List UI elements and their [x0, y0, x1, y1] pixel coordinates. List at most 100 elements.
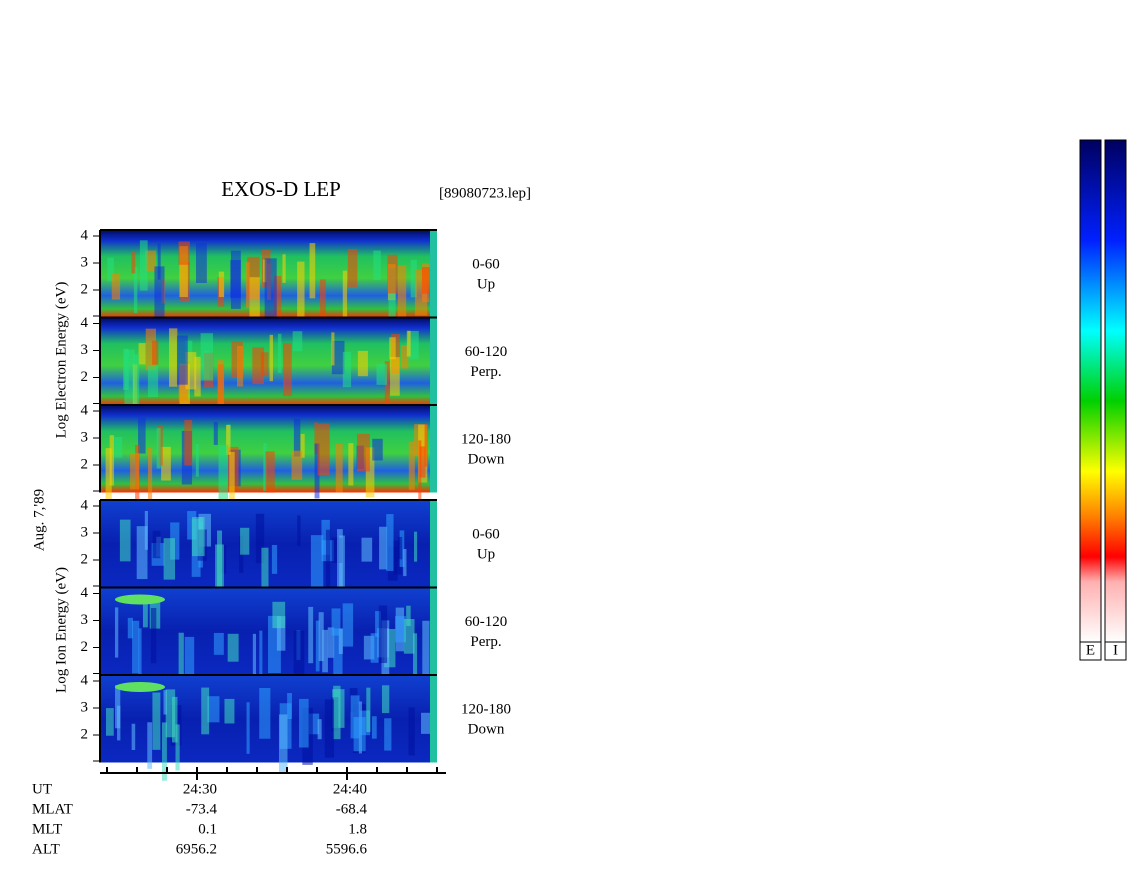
spectrogram-streak [372, 438, 383, 461]
spectrogram-streak [361, 537, 373, 562]
orbit-value: -68.4 [336, 801, 368, 817]
y-tick-label: 2 [81, 551, 89, 567]
spectrogram-streak [107, 257, 114, 282]
spectrogram-streak [187, 511, 197, 540]
spectrogram-streak [156, 428, 161, 469]
spectrogram-streak [408, 707, 415, 756]
electron-axis-label: Log Electron Energy (eV) [53, 282, 69, 439]
spectrogram-streak [376, 364, 387, 385]
spectrogram-streak [105, 708, 114, 736]
spectrogram-streak [407, 330, 419, 360]
spectrogram-streak [226, 425, 231, 455]
spectrogram-streak [314, 422, 318, 455]
colorbar [1079, 139, 1102, 643]
spectrogram-streak [293, 630, 305, 690]
spectrogram-streak [315, 620, 320, 672]
spectrogram-streak [246, 702, 250, 754]
spectrogram-streak [403, 619, 415, 654]
spectrogram-streak [218, 271, 225, 298]
spectrogram-streak [370, 633, 379, 663]
spectrogram-streak [152, 692, 161, 750]
spectrogram-streak [213, 422, 218, 445]
spectrogram-streak [260, 352, 269, 377]
panel-direction: Perp. [470, 364, 501, 380]
spectrogram-streak [325, 529, 331, 588]
spectrogram-streak [147, 447, 153, 500]
colorbar [1104, 139, 1127, 643]
spectrogram-streak [378, 605, 388, 664]
orbit-value: 1.8 [348, 821, 367, 837]
spectrogram-streak [265, 451, 275, 493]
spectrogram-streak [192, 517, 205, 557]
spectrogram-streak [414, 531, 418, 562]
spectrogram-streak [317, 719, 322, 740]
orbit-table: UT 24:30 24:40 MLAT -73.4 -68.4 MLT 0.1 1.8 ALT 69… [32, 781, 368, 857]
spectrogram-streak [331, 608, 341, 636]
spectrogram-streak [132, 620, 140, 674]
panel-range: 0-60 [472, 256, 500, 272]
spectrogram-streak [408, 441, 415, 490]
y-tick-label: 4 [81, 402, 89, 418]
spectrogram-streak [283, 343, 292, 397]
panel-direction: Up [477, 276, 495, 292]
y-tick-label: 3 [81, 699, 89, 715]
spectrogram-streak [419, 446, 426, 478]
spectrogram-streak [421, 712, 432, 734]
spectrogram-streak [138, 343, 146, 365]
spectrogram-streak [178, 241, 190, 265]
spectrogram-streak [333, 628, 343, 675]
spectrogram-streak [277, 333, 282, 374]
spectrogram-streak [161, 446, 171, 481]
orbit-row-name: MLT [32, 821, 62, 837]
spectrogram-streak [218, 445, 229, 502]
spectrogram-streak [133, 267, 138, 314]
spectrogram-streak [322, 629, 328, 673]
spectrogram-streak [393, 540, 402, 575]
spectrogram-streak [157, 243, 161, 280]
spectrogram-streak [195, 443, 199, 477]
spectrogram-streak [201, 687, 210, 735]
spectrogram-streak [152, 340, 159, 365]
spectrogram-streak [249, 277, 260, 326]
spectrogram-streak [359, 710, 371, 736]
spectrogram-streak [184, 636, 195, 676]
spectrogram-streak [327, 627, 335, 658]
y-tick-label: 4 [81, 497, 89, 513]
spectrogram-streak [194, 356, 201, 397]
spectrogram-streak [179, 246, 188, 298]
orbit-row-name: UT [32, 781, 52, 797]
orbit-value: 5596.6 [326, 841, 368, 857]
spectrogram-streak [424, 424, 428, 467]
spectrogram-streak [331, 340, 345, 375]
spectrogram-streak [318, 612, 324, 662]
spectrogram-streak [127, 617, 133, 639]
spectrogram-streak [422, 620, 430, 675]
spectrogram-streak [412, 633, 418, 693]
spectrogram-streak [271, 544, 278, 574]
spectrogram-streak [389, 337, 396, 360]
spectrogram-streak [406, 330, 411, 357]
panel-direction: Perp. [470, 634, 501, 650]
colorbar-label: I [1113, 642, 1118, 658]
y-tick-label: 3 [81, 254, 89, 270]
spectrogram-streak [255, 513, 265, 564]
spectrogram-streak [115, 685, 121, 729]
spectrogram-streak [384, 628, 396, 668]
spectrogram-streak [261, 547, 269, 598]
y-tick-label: 3 [81, 429, 89, 445]
spectrogram-streak [145, 328, 157, 371]
y-tick-label: 3 [81, 524, 89, 540]
spectrogram-streak [373, 250, 381, 281]
panel-range: 60-120 [465, 344, 508, 360]
date: Aug. 7,'89 [31, 489, 47, 551]
spectrogram-streak [390, 357, 400, 396]
spectrogram-streak [308, 606, 314, 664]
spectrogram-streak [308, 713, 320, 735]
spectrogram-streak [276, 616, 286, 651]
spectrogram-streak [207, 696, 220, 723]
spectrogram-streak [335, 444, 343, 493]
title: EXOS-D LEP [221, 177, 341, 201]
spectrogram-streak [403, 548, 407, 577]
spectrogram-streak [398, 536, 403, 560]
y-tick-label: 4 [81, 672, 89, 688]
